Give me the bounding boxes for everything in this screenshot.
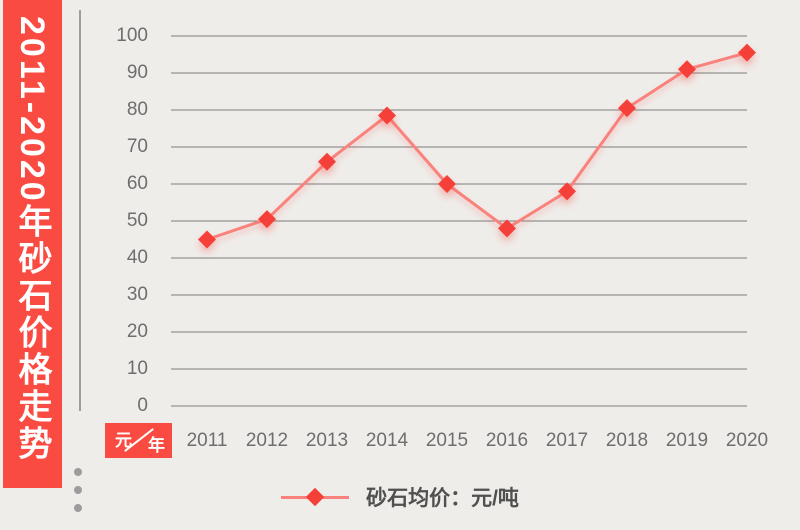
y-tick-label: 80 xyxy=(126,99,148,120)
unit-denominator: 年 xyxy=(148,436,165,455)
y-tick-label: 0 xyxy=(137,395,148,416)
legend-line-sample xyxy=(281,487,350,507)
y-tick-label: 30 xyxy=(126,284,148,305)
y-tick-label: 60 xyxy=(126,173,148,194)
data-point-marker xyxy=(498,219,516,238)
y-tick-label: 40 xyxy=(126,247,148,268)
data-point-marker xyxy=(438,175,456,193)
decor-dots xyxy=(74,468,82,512)
series-line xyxy=(206,51,748,241)
y-tick-label: 20 xyxy=(126,321,148,342)
data-point-marker xyxy=(618,99,636,118)
x-tick-label: 2016 xyxy=(485,430,529,451)
unit-numerator: 元 xyxy=(115,431,132,450)
x-tick-label: 2019 xyxy=(665,430,709,451)
y-tick-label: 50 xyxy=(126,210,148,231)
axis-unit-badge: 元 年 xyxy=(105,423,172,458)
data-point-marker xyxy=(678,60,696,79)
x-tick-label: 2018 xyxy=(605,430,649,451)
x-tick-label: 2012 xyxy=(245,430,289,451)
data-point-marker xyxy=(558,182,576,201)
data-point-marker xyxy=(738,43,756,62)
decor-dot xyxy=(74,486,82,494)
data-point-marker xyxy=(258,210,276,229)
y-tick-label: 10 xyxy=(126,358,148,379)
data-point-marker xyxy=(318,152,336,171)
x-tick-label: 2011 xyxy=(186,430,228,451)
data-point-marker xyxy=(378,106,396,125)
y-tick-label: 70 xyxy=(126,136,148,157)
y-tick-label: 90 xyxy=(126,62,148,83)
x-tick-label: 2015 xyxy=(425,430,469,451)
legend: 砂石均价：元/吨 xyxy=(0,482,800,512)
y-tick-label: 100 xyxy=(116,25,148,46)
x-tick-label: 2014 xyxy=(365,430,409,451)
x-tick-label: 2013 xyxy=(305,430,349,451)
page-title: 2011-2020年砂石价格走势 xyxy=(13,16,51,463)
legend-label: 砂石均价：元/吨 xyxy=(366,487,519,510)
data-point-marker xyxy=(198,230,216,249)
title-banner: 2011-2020年砂石价格走势 xyxy=(3,0,62,488)
x-tick-label: 2020 xyxy=(725,430,769,451)
y-axis-line xyxy=(79,10,81,411)
diamond-marker-icon xyxy=(305,487,325,507)
decor-dot xyxy=(74,504,82,512)
decor-dot xyxy=(74,468,82,476)
x-tick-label: 2017 xyxy=(545,430,589,451)
